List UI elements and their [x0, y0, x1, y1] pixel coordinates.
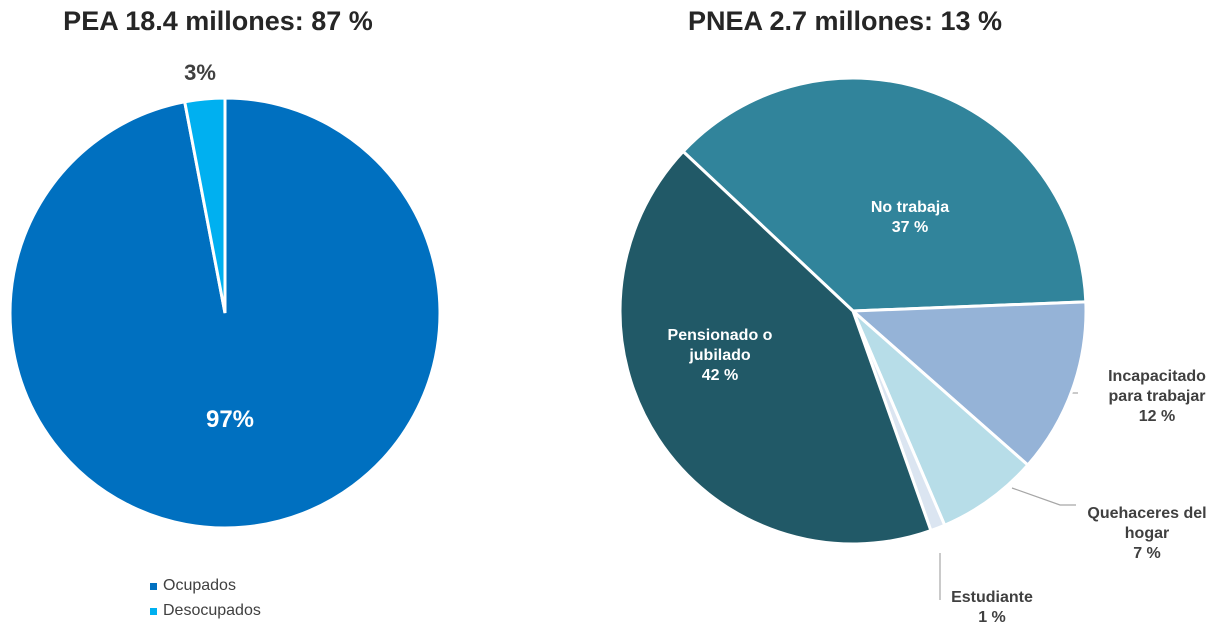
slice-label: Incapacitado para trabajar 12 % [1095, 367, 1220, 427]
value-label: 7 % [1133, 545, 1161, 562]
category-label: Quehaceres del hogar [1087, 505, 1207, 542]
value-label: 42 % [701, 367, 739, 384]
category-label: Pensionado o jubilado [667, 327, 773, 364]
value-label: 37 % [891, 219, 929, 236]
value-label: 12 % [1138, 408, 1176, 425]
legend-swatch [150, 607, 157, 615]
legend-item: Desocupados [150, 602, 261, 620]
value-label: 97% [205, 406, 255, 433]
chart-title: PNEA 2.7 millones: 13 % [687, 6, 1003, 36]
slice-label: Quehaceres del hogar 7 % [1077, 504, 1217, 564]
slice-label: 97% [205, 406, 255, 433]
pie-slice [618, 149, 933, 546]
legend-item: Ocupados [150, 577, 236, 595]
pie-slice [849, 300, 1088, 468]
legend-label: Desocupados [163, 602, 261, 619]
pie-slice [182, 96, 227, 314]
category-label: No trabaja [870, 199, 950, 216]
slice-label: Estudiante 1 % [932, 588, 1052, 628]
slice-label: Pensionado o jubilado 42 % [658, 326, 783, 386]
pie-slice [851, 309, 1030, 528]
pie-slice [681, 76, 1088, 313]
slice-label: No trabaja 37 % [850, 198, 970, 238]
slice-label: 3% [184, 60, 216, 85]
leader-line [1011, 487, 1076, 506]
category-label: Incapacitado para trabajar [1108, 368, 1206, 405]
value-label: 3% [184, 60, 216, 85]
value-label: 1 % [978, 609, 1006, 626]
legend-swatch [150, 582, 157, 590]
legend-label: Ocupados [163, 577, 236, 594]
chart-title: PEA 18.4 millones: 87 % [63, 6, 373, 36]
category-label: Estudiante [951, 589, 1033, 606]
